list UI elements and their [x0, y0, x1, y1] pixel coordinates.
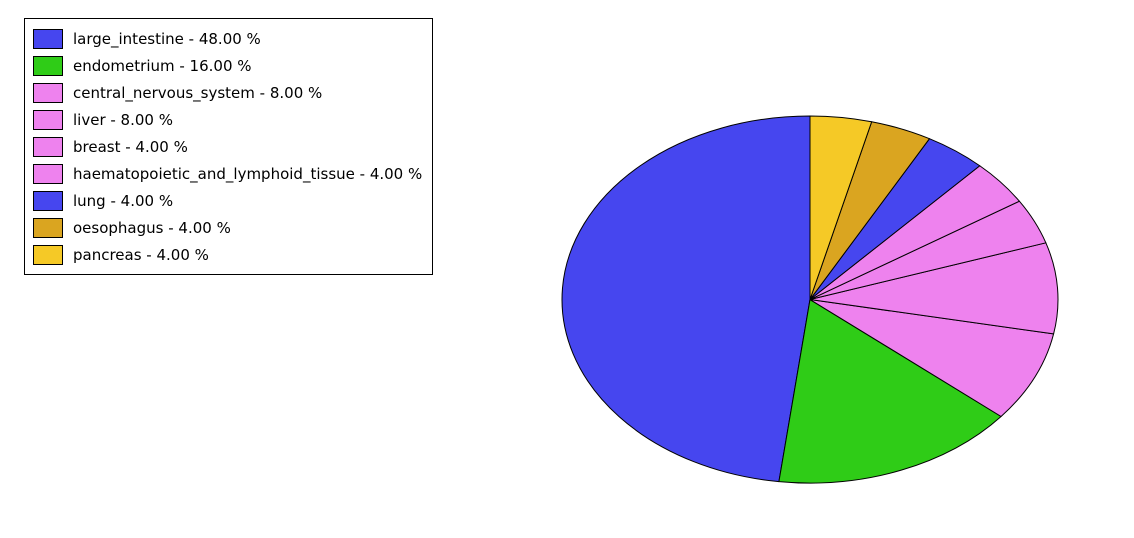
legend-swatch: [33, 218, 63, 238]
legend-item: haematopoietic_and_lymphoid_tissue - 4.0…: [33, 160, 422, 187]
legend-item: pancreas - 4.00 %: [33, 241, 422, 268]
legend-swatch: [33, 191, 63, 211]
legend-item: large_intestine - 48.00 %: [33, 25, 422, 52]
legend-label: endometrium - 16.00 %: [73, 57, 252, 75]
legend-swatch: [33, 83, 63, 103]
pie-chart: [559, 113, 1061, 490]
legend-swatch: [33, 29, 63, 49]
legend-label: liver - 8.00 %: [73, 111, 173, 129]
legend-label: central_nervous_system - 8.00 %: [73, 84, 322, 102]
legend-label: breast - 4.00 %: [73, 138, 188, 156]
legend-item: breast - 4.00 %: [33, 133, 422, 160]
legend-label: pancreas - 4.00 %: [73, 246, 209, 264]
legend-item: liver - 8.00 %: [33, 106, 422, 133]
legend: large_intestine - 48.00 % endometrium - 1…: [24, 18, 433, 275]
chart-container: large_intestine - 48.00 % endometrium - 1…: [0, 0, 1134, 538]
legend-swatch: [33, 56, 63, 76]
legend-item: endometrium - 16.00 %: [33, 52, 422, 79]
legend-swatch: [33, 245, 63, 265]
legend-label: large_intestine - 48.00 %: [73, 30, 261, 48]
legend-label: haematopoietic_and_lymphoid_tissue - 4.0…: [73, 165, 422, 183]
pie-slice: [562, 116, 810, 482]
legend-label: oesophagus - 4.00 %: [73, 219, 231, 237]
legend-swatch: [33, 110, 63, 130]
legend-swatch: [33, 164, 63, 184]
legend-swatch: [33, 137, 63, 157]
legend-item: central_nervous_system - 8.00 %: [33, 79, 422, 106]
legend-item: oesophagus - 4.00 %: [33, 214, 422, 241]
legend-item: lung - 4.00 %: [33, 187, 422, 214]
legend-label: lung - 4.00 %: [73, 192, 173, 210]
